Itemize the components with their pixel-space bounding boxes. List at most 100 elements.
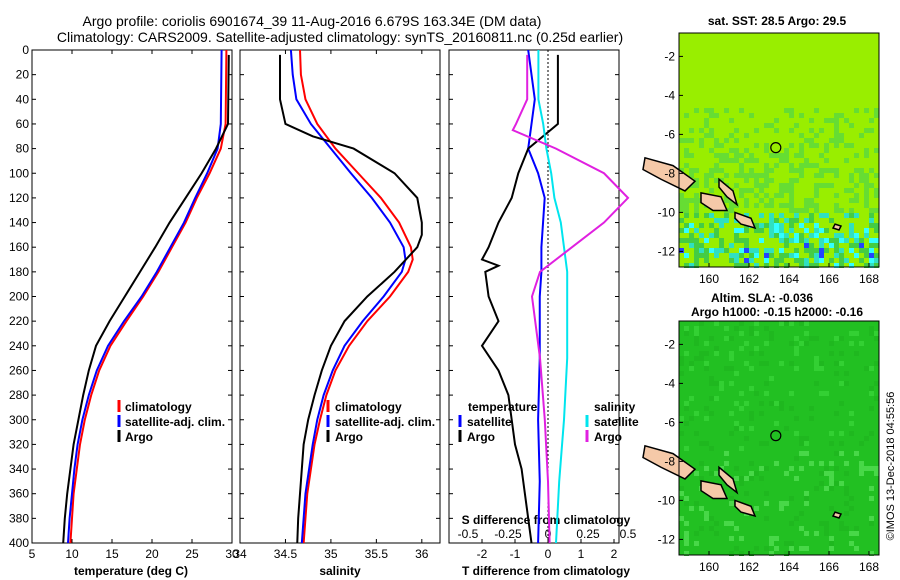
map-cell — [874, 361, 879, 366]
map-cell — [759, 476, 764, 481]
map-cell — [799, 436, 804, 441]
map-cell — [684, 228, 689, 233]
map-cell — [829, 486, 834, 491]
y-tick-label: 360 — [9, 487, 29, 501]
map-cell — [849, 198, 854, 203]
map-cell — [849, 341, 854, 346]
map-cell — [819, 228, 824, 233]
map-cell — [824, 168, 829, 173]
map-cell — [749, 416, 754, 421]
map-cell — [729, 148, 734, 153]
map-cell — [699, 243, 704, 248]
map-cell — [784, 108, 789, 113]
map-cell — [854, 331, 859, 336]
map-cell — [829, 506, 834, 511]
map-cell — [714, 113, 719, 118]
map-cell — [794, 178, 799, 183]
map-cell — [839, 208, 844, 213]
map-cell — [759, 223, 764, 228]
map-cell — [764, 258, 769, 263]
map-cell — [869, 118, 874, 123]
map-cell — [764, 253, 769, 258]
map-cell — [804, 546, 809, 551]
map-cell — [744, 133, 749, 138]
map-cell — [814, 223, 819, 228]
map-cell — [794, 351, 799, 356]
map-cell — [794, 456, 799, 461]
map-cell — [819, 253, 824, 258]
map-cell — [734, 326, 739, 331]
map-cell — [739, 253, 744, 258]
map-cell — [799, 168, 804, 173]
map-cell — [764, 183, 769, 188]
map-cell — [874, 238, 879, 243]
figure-title-2: Climatology: CARS2009. Satellite-adjuste… — [57, 29, 623, 45]
map-cell — [754, 178, 759, 183]
map-cell — [734, 228, 739, 233]
map-cell — [814, 203, 819, 208]
map-cell — [699, 461, 704, 466]
map-cell — [714, 396, 719, 401]
map-cell — [839, 521, 844, 526]
map-cell — [874, 336, 879, 341]
map-cell — [829, 183, 834, 188]
map-cell — [714, 143, 719, 148]
map-cell — [709, 376, 714, 381]
map-cell — [844, 188, 849, 193]
map-cell — [779, 258, 784, 263]
map-cell — [739, 238, 744, 243]
map-cell — [864, 466, 869, 471]
y-tick-label: -2 — [664, 337, 675, 351]
map-cell — [864, 436, 869, 441]
map-cell — [759, 401, 764, 406]
map-cell — [834, 118, 839, 123]
y-tick-label: -8 — [664, 166, 675, 180]
map-cell — [719, 243, 724, 248]
map-cell — [679, 198, 684, 203]
map-cell — [734, 371, 739, 376]
map-cell — [694, 198, 699, 203]
map-cell — [799, 143, 804, 148]
y-tick-label: 160 — [9, 240, 29, 254]
map-cell — [684, 138, 689, 143]
map-cell — [689, 233, 694, 238]
map-cell — [704, 248, 709, 253]
map-cell — [849, 213, 854, 218]
map-cell — [794, 253, 799, 258]
map-cell — [864, 173, 869, 178]
map-cell — [699, 351, 704, 356]
map-cell — [819, 391, 824, 396]
map-cell — [689, 173, 694, 178]
map-cell — [679, 361, 684, 366]
map-cell — [764, 168, 769, 173]
map-cell — [789, 163, 794, 168]
map-cell — [704, 416, 709, 421]
map-cell — [704, 123, 709, 128]
map-cell — [844, 158, 849, 163]
map-cell — [829, 218, 834, 223]
map-cell — [764, 326, 769, 331]
map-cell — [794, 336, 799, 341]
map-cell — [819, 471, 824, 476]
map-cell — [804, 496, 809, 501]
map-cell — [874, 466, 879, 471]
map-cell — [769, 203, 774, 208]
map-cell — [799, 263, 804, 268]
x-tick-label: 34.5 — [274, 547, 298, 561]
map-cell — [869, 406, 874, 411]
map-cell — [684, 203, 689, 208]
map-cell — [819, 521, 824, 526]
map-cell — [804, 198, 809, 203]
map-cell — [769, 223, 774, 228]
map-cell — [864, 128, 869, 133]
map-cell — [809, 406, 814, 411]
map-cell — [829, 481, 834, 486]
map-cell — [729, 158, 734, 163]
map-cell — [699, 253, 704, 258]
map-cell — [869, 248, 874, 253]
map-cell — [704, 516, 709, 521]
map-cell — [724, 366, 729, 371]
map-cell — [709, 133, 714, 138]
map-cell — [739, 248, 744, 253]
map-cell — [719, 381, 724, 386]
